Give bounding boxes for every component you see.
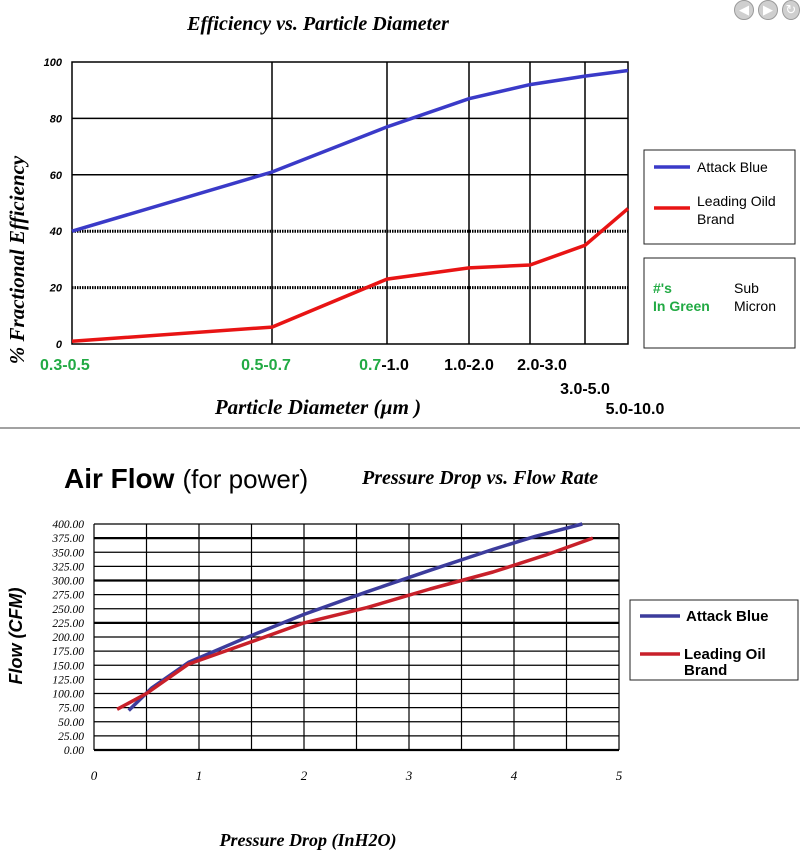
efficiency-plot-area [71, 61, 629, 345]
green-note-box: #'s In Green Sub Micron [643, 257, 796, 349]
efficiency-y-axis-label: % Fractional Efficiency [5, 155, 29, 364]
airflow-x-axis-label: Pressure Drop (InH2O) [218, 830, 396, 851]
efficiency-y-tick-20: 20 [49, 283, 63, 295]
airflow-y-tick-325-00: 325.00 [51, 561, 84, 573]
efficiency-series-attack-blue [71, 68, 629, 233]
efficiency-legend-label-attack-blue: Attack Blue [697, 159, 768, 175]
efficiency-x-tick-0-7-1-0: 0.7-1.0 [359, 357, 409, 374]
airflow-x-tick-1: 1 [196, 768, 203, 783]
efficiency-x-tick-2-0-3-0: 2.0-3.0 [517, 357, 567, 374]
airflow-series-leading-oil-brand [116, 536, 594, 711]
efficiency-series-leading-oild-brand [71, 207, 630, 343]
efficiency-x-axis-label: Particle Diameter (µm ) [214, 395, 421, 419]
airflow-y-tick-375-00: 375.00 [51, 533, 84, 545]
airflow-legend-box [629, 599, 799, 681]
efficiency-y-tick-40: 40 [49, 226, 63, 238]
airflow-y-tick-25-00: 25.00 [58, 731, 84, 743]
airflow-legend: Attack Blue Leading Oil Brand [629, 599, 799, 681]
airflow-heading-bold: Air Flow [64, 463, 175, 494]
airflow-x-tick-4: 4 [511, 768, 518, 783]
airflow-y-tick-225-00: 225.00 [52, 618, 84, 630]
efficiency-chart: Efficiency vs. Particle Diameter 0 20 40 60… [5, 13, 796, 419]
airflow-chart: Air Flow (for power) Pressure Drop vs. Fl… [6, 463, 799, 851]
airflow-y-tick-300-00: 300.00 [51, 576, 84, 588]
previous-arrow-icon[interactable]: ◀ [734, 0, 754, 20]
green-note-frame [643, 257, 796, 349]
efficiency-y-tick-60: 60 [50, 170, 63, 182]
green-note-text: #'s In Green [653, 280, 710, 314]
efficiency-y-tick-0: 0 [56, 339, 63, 351]
airflow-y-tick-50-00: 50.00 [58, 717, 84, 729]
airflow-y-tick-0-00: 0.00 [64, 745, 84, 757]
airflow-y-tick-100-00: 100.00 [52, 689, 84, 701]
efficiency-legend: Attack Blue Leading Oild Brand [643, 149, 796, 245]
airflow-y-tick-275-00: 275.00 [52, 590, 84, 602]
efficiency-y-tick-80: 80 [50, 113, 63, 125]
airflow-x-tick-3: 3 [405, 768, 413, 783]
airflow-y-tick-350-00: 350.00 [51, 547, 84, 559]
airflow-chart-title: Pressure Drop vs. Flow Rate [361, 467, 598, 489]
efficiency-chart-title: Efficiency vs. Particle Diameter [186, 13, 449, 35]
airflow-legend-label-attack-blue: Attack Blue [686, 608, 769, 625]
airflow-y-tick-125-00: 125.00 [52, 674, 84, 686]
airflow-y-tick-200-00: 200.00 [52, 632, 84, 644]
efficiency-x-tick-0-5-0-7: 0.5-0.7 [241, 357, 291, 374]
airflow-legend-label-leading-oil-brand: Leading Oil Brand [684, 646, 766, 679]
airflow-x-tick-2: 2 [301, 768, 308, 783]
airflow-y-tick-75-00: 75.00 [58, 703, 84, 715]
next-arrow-icon[interactable]: ▶ [758, 0, 778, 20]
efficiency-x-tick-3-0-5-0: 3.0-5.0 [560, 381, 610, 398]
airflow-y-tick-250-00: 250.00 [52, 604, 84, 616]
sub-micron-note-text: Sub Micron [734, 280, 776, 314]
airflow-y-tick-175-00: 175.00 [52, 646, 84, 658]
airflow-heading: Air Flow (for power) [64, 463, 308, 494]
airflow-heading-normal: (for power) [182, 464, 308, 494]
efficiency-x-tick-1-0-2-0: 1.0-2.0 [444, 357, 494, 374]
efficiency-x-tick-5-0-10-0: 5.0-10.0 [606, 401, 665, 418]
efficiency-legend-label-leading-oild-brand: Leading Oild Brand [697, 193, 776, 227]
airflow-x-tick-5: 5 [616, 768, 623, 783]
airflow-y-tick-400-00: 400.00 [52, 519, 84, 531]
airflow-x-tick-0: 0 [91, 768, 98, 783]
airflow-y-axis-label: Flow (CFM) [6, 588, 26, 685]
efficiency-y-tick-100: 100 [44, 57, 63, 69]
efficiency-x-tick-0-3-0-5: 0.3-0.5 [40, 357, 90, 374]
airflow-y-tick-150-00: 150.00 [52, 660, 84, 672]
